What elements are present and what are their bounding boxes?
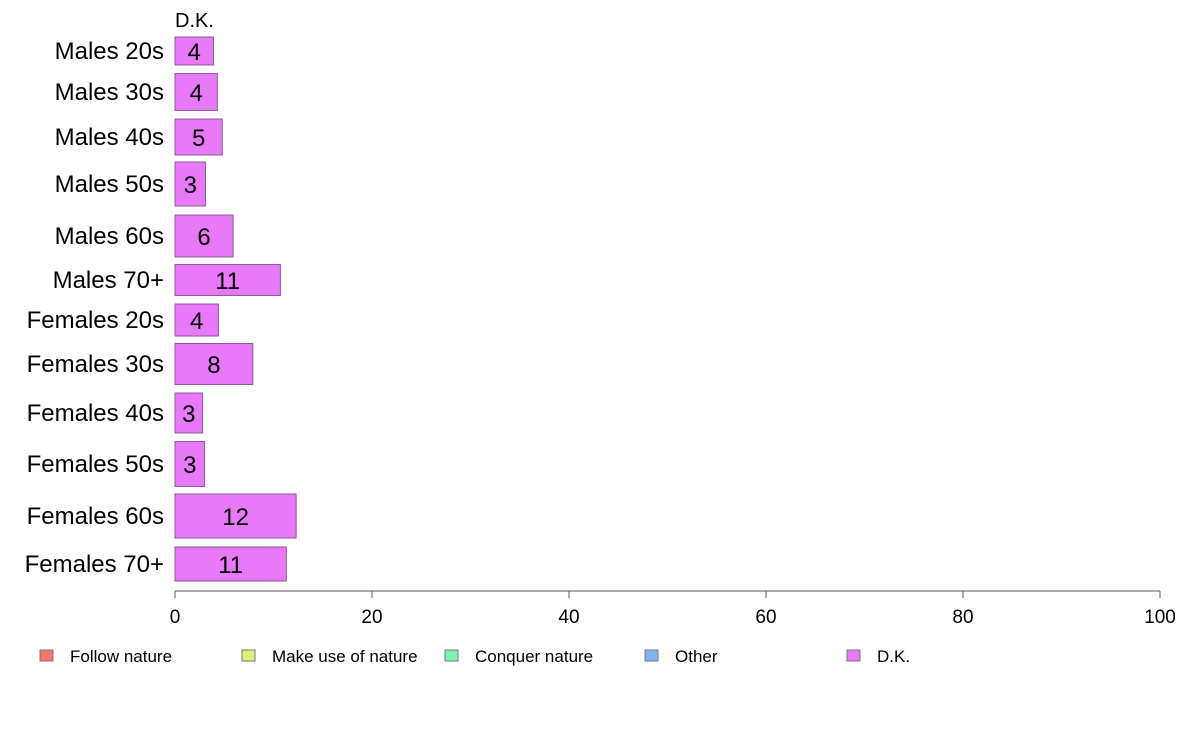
bar xyxy=(174,118,223,156)
category-label: Males 20s xyxy=(55,38,164,65)
bar-value-label: 12 xyxy=(222,504,249,531)
x-tick-label: 40 xyxy=(558,607,579,628)
legend-label: Other xyxy=(675,647,718,666)
bar xyxy=(174,303,219,337)
category-label: Females 40s xyxy=(27,400,164,427)
legend-label: Follow nature xyxy=(70,647,172,666)
bar xyxy=(174,36,214,66)
category-label: Males 70+ xyxy=(53,267,164,294)
legend-swatch xyxy=(241,649,256,662)
category-label: Males 50s xyxy=(55,171,164,198)
bar-value-label: 6 xyxy=(197,224,210,251)
bar-value-label: 5 xyxy=(192,125,205,152)
bar xyxy=(174,493,297,539)
category-label: Males 60s xyxy=(55,223,164,250)
x-tick-label: 100 xyxy=(1144,607,1176,628)
bar xyxy=(174,441,206,487)
bar xyxy=(174,343,254,385)
bar-value-label: 8 xyxy=(207,352,220,379)
legend-swatch xyxy=(846,649,861,662)
legend-swatch xyxy=(39,649,54,662)
category-label: Females 20s xyxy=(27,307,164,334)
bar-value-label: 11 xyxy=(218,552,243,579)
category-label: Females 60s xyxy=(27,503,164,530)
category-label: Males 30s xyxy=(55,79,164,106)
bar xyxy=(174,73,218,111)
x-tick-label: 80 xyxy=(952,607,973,628)
bar-value-label: 3 xyxy=(184,172,197,199)
category-label: Females 30s xyxy=(27,351,164,378)
category-label: Males 40s xyxy=(55,124,164,151)
bar xyxy=(174,546,287,582)
bar-value-label: 4 xyxy=(188,39,201,66)
legend-label: Conquer nature xyxy=(475,647,593,666)
bar xyxy=(174,264,281,296)
bar-value-label: 11 xyxy=(215,268,240,295)
category-label: Females 70+ xyxy=(25,551,164,578)
bar-value-label: 3 xyxy=(183,452,196,479)
legend-swatch xyxy=(644,649,659,662)
bar-value-label: 4 xyxy=(189,80,202,107)
legend-label: Make use of nature xyxy=(272,647,418,666)
category-label: Females 50s xyxy=(27,451,164,478)
column-title: D.K. xyxy=(175,10,214,32)
x-tick-label: 20 xyxy=(361,607,382,628)
x-tick-label: 0 xyxy=(170,607,181,628)
x-tick-label: 60 xyxy=(755,607,776,628)
legend-label: D.K. xyxy=(877,647,910,666)
legend-swatch xyxy=(444,649,459,662)
bar-value-label: 3 xyxy=(182,401,195,428)
bar xyxy=(174,392,204,434)
bar xyxy=(174,214,234,258)
bar xyxy=(174,161,207,207)
bar-value-label: 4 xyxy=(190,308,203,335)
